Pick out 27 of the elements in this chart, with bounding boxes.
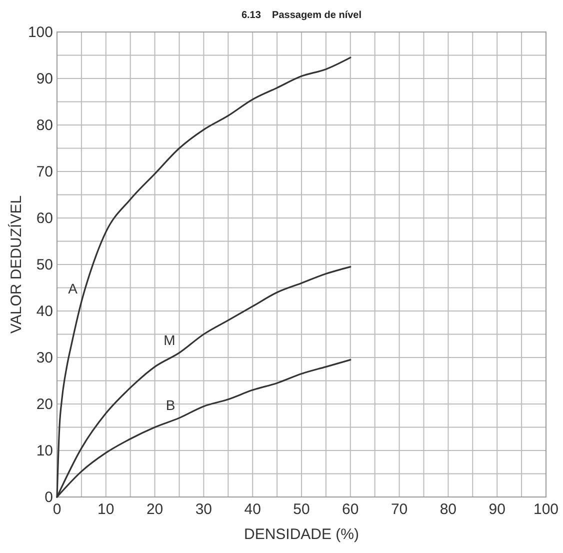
x-tick-label: 80: [440, 501, 457, 518]
y-tick-label: 100: [28, 24, 53, 41]
x-tick-label: 10: [98, 501, 114, 518]
y-tick-label: 80: [36, 117, 53, 134]
y-tick-label: 60: [36, 210, 53, 227]
y-tick-label: 30: [36, 350, 53, 366]
x-tick-label: 20: [146, 501, 164, 518]
y-tick-label: 10: [36, 442, 53, 460]
series-label: B: [166, 396, 176, 413]
x-tick-label: 70: [390, 501, 408, 518]
x-tick-label: 30: [195, 501, 212, 518]
y-tick-label: 40: [36, 303, 53, 320]
y-tick-label: 50: [36, 256, 53, 274]
x-tick-label: 60: [342, 501, 359, 518]
x-tick-label: 100: [533, 501, 559, 518]
y-tick-label: 70: [36, 164, 53, 180]
x-tick-label: 40: [244, 501, 261, 518]
x-axis-title: DENSIDADE (%): [244, 526, 360, 543]
series-label: A: [68, 280, 78, 297]
x-tick-label: 50: [293, 501, 310, 518]
y-tick-label: 90: [36, 70, 53, 88]
x-tick-label: 90: [488, 501, 506, 518]
y-tick-label: 20: [36, 396, 53, 413]
y-axis-title: VALOR DEDUZÍVEL: [7, 195, 25, 334]
y-tick-label: 0: [44, 489, 53, 506]
chart-title: 6.13 Passagem de nível: [241, 10, 362, 21]
series-label: M: [164, 332, 176, 348]
